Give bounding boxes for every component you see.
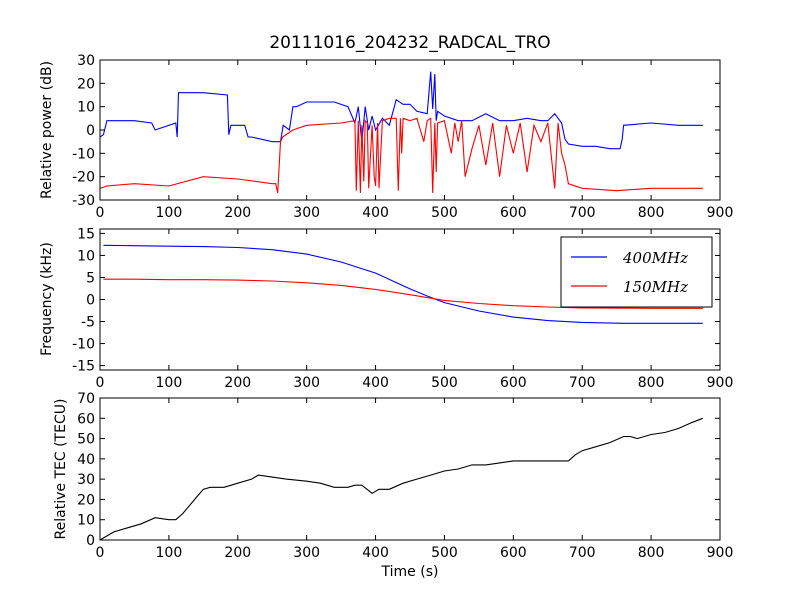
power-ytick-label: 30 xyxy=(77,53,95,69)
tec-ytick-label: 70 xyxy=(77,391,95,407)
power-ylabel: Relative power (dB) xyxy=(39,61,55,199)
tec-series-0 xyxy=(100,417,703,540)
frequency-ytick-label: 0 xyxy=(86,293,95,309)
tec-ytick-label: 50 xyxy=(77,432,95,448)
power-series-1 xyxy=(100,117,703,194)
power-ytick-label: 20 xyxy=(77,76,95,92)
frequency-ylabel: Frequency (kHz) xyxy=(39,242,55,356)
tec-xtick-label: 600 xyxy=(500,545,527,561)
frequency-ytick-label: -15 xyxy=(72,359,95,375)
power-xtick-label: 700 xyxy=(569,205,596,221)
power-ytick-label: -20 xyxy=(72,170,95,186)
frequency-ytick-label: -10 xyxy=(72,337,95,353)
frequency-series-1 xyxy=(103,278,703,309)
frequency-xtick-label: 600 xyxy=(500,375,527,391)
power-ytick-label: 10 xyxy=(77,100,95,116)
power-xtick-label: 0 xyxy=(96,205,105,221)
frequency-xtick-label: 700 xyxy=(569,375,596,391)
power-ytick-label: -10 xyxy=(72,146,95,162)
tec-xtick-label: 800 xyxy=(638,545,665,561)
power-xtick-label: 500 xyxy=(431,205,458,221)
tec-xtick-label: 900 xyxy=(707,545,734,561)
frequency-legend xyxy=(560,236,713,308)
frequency-ytick-label: 5 xyxy=(86,270,95,286)
figure-title: 20111016_204232_RADCAL_TRO xyxy=(269,33,550,53)
frequency-ytick-label: 10 xyxy=(77,248,95,264)
frequency-xtick-label: 0 xyxy=(96,375,105,391)
power-panel: Relative power (dB) 0 100 200 300 400 500 600 7… xyxy=(39,53,733,221)
frequency-ytick-label: 15 xyxy=(77,226,95,242)
tec-ytick-label: 0 xyxy=(86,533,95,549)
power-ytick-label: 0 xyxy=(86,123,95,139)
frequency-xtick-label: 100 xyxy=(156,375,183,391)
power-series-0 xyxy=(100,71,703,150)
tec-ytick-label: 60 xyxy=(77,411,95,427)
power-xtick-label: 800 xyxy=(638,205,665,221)
tec-xtick-label: 500 xyxy=(431,545,458,561)
tec-xtick-label: 0 xyxy=(96,545,105,561)
power-xtick-label: 300 xyxy=(293,205,320,221)
frequency-xtick-label: 500 xyxy=(431,375,458,391)
tec-xtick-label: 700 xyxy=(569,545,596,561)
power-xtick-label: 200 xyxy=(224,205,251,221)
tec-xtick-label: 200 xyxy=(224,545,251,561)
frequency-legend-label: 150MHz xyxy=(623,278,688,296)
tec-ytick-label: 20 xyxy=(77,492,95,508)
frequency-xtick-label: 900 xyxy=(707,375,734,391)
frequency-xtick-label: 800 xyxy=(638,375,665,391)
tec-ylabel: Relative TEC (TECU) xyxy=(53,399,69,540)
tec-ytick-label: 10 xyxy=(77,513,95,529)
frequency-xtick-label: 400 xyxy=(362,375,389,391)
power-xtick-label: 400 xyxy=(362,205,389,221)
frequency-series-0 xyxy=(103,244,703,324)
tec-ytick-label: 40 xyxy=(77,452,95,468)
tec-plot-frame xyxy=(99,397,721,541)
frequency-panel: Frequency (kHz) 0 100 200 300 400 500 600 700 80… xyxy=(39,226,733,391)
tec-panel: Relative TEC (TECU) Time (s) 0 100 200 300 4… xyxy=(53,391,733,580)
frequency-ytick-label: -5 xyxy=(81,315,95,331)
power-xtick-label: 900 xyxy=(707,205,734,221)
frequency-legend-label: 400MHz xyxy=(622,249,688,267)
power-ytick-label: -30 xyxy=(72,193,95,209)
frequency-xtick-label: 300 xyxy=(293,375,320,391)
power-xtick-label: 100 xyxy=(156,205,183,221)
tec-ytick-label: 30 xyxy=(77,472,95,488)
tec-xtick-label: 400 xyxy=(362,545,389,561)
power-xtick-label: 600 xyxy=(500,205,527,221)
tec-xlabel: Time (s) xyxy=(381,564,439,580)
frequency-xtick-label: 200 xyxy=(224,375,251,391)
tec-xtick-label: 300 xyxy=(293,545,320,561)
tec-xtick-label: 100 xyxy=(156,545,183,561)
